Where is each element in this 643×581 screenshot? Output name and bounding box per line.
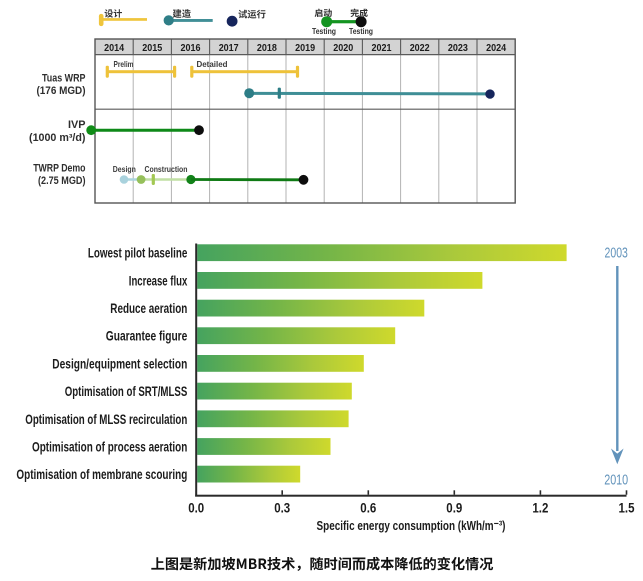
svg-text:Design/equipment selection: Design/equipment selection xyxy=(52,355,187,371)
svg-text:1.2: 1.2 xyxy=(532,500,548,516)
svg-text:Reduce aeration: Reduce aeration xyxy=(110,300,187,316)
svg-text:(2.75 MGD): (2.75 MGD) xyxy=(38,175,86,187)
svg-text:IVP: IVP xyxy=(68,119,86,131)
svg-text:0.3: 0.3 xyxy=(274,500,290,516)
svg-text:Prelim: Prelim xyxy=(114,59,134,69)
svg-text:2015: 2015 xyxy=(142,43,162,54)
svg-text:Optimisation of process aerati: Optimisation of process aeration xyxy=(32,439,187,455)
svg-text:Testing: Testing xyxy=(312,26,336,36)
svg-text:Optimisation of SRT/MLSS: Optimisation of SRT/MLSS xyxy=(65,383,188,399)
svg-text:2022: 2022 xyxy=(410,43,430,54)
svg-text:0.6: 0.6 xyxy=(360,500,376,516)
svg-text:Testing: Testing xyxy=(349,26,373,36)
svg-text:2019: 2019 xyxy=(295,43,315,54)
svg-text:2003: 2003 xyxy=(605,246,628,262)
svg-text:2017: 2017 xyxy=(219,43,239,54)
svg-text:2020: 2020 xyxy=(333,43,353,54)
svg-text:Increase flux: Increase flux xyxy=(129,272,188,288)
svg-text:Lowest pilot baseline: Lowest pilot baseline xyxy=(88,245,188,261)
svg-text:0.9: 0.9 xyxy=(446,500,462,516)
svg-text:2023: 2023 xyxy=(448,43,468,54)
svg-text:Specific energy consumption (k: Specific energy consumption (kWh/m⁻³) xyxy=(317,518,506,533)
svg-text:Optimisation of membrane scour: Optimisation of membrane scouring xyxy=(16,466,187,482)
svg-text:TWRP Demo: TWRP Demo xyxy=(33,163,86,175)
svg-text:2024: 2024 xyxy=(486,43,506,54)
svg-text:Tuas WRP: Tuas WRP xyxy=(42,72,86,84)
svg-text:(176 MGD): (176 MGD) xyxy=(37,85,86,97)
svg-text:0.0: 0.0 xyxy=(188,500,204,516)
svg-text:Construction: Construction xyxy=(145,164,188,174)
svg-text:2010: 2010 xyxy=(604,472,628,488)
svg-text:2014: 2014 xyxy=(104,43,124,54)
svg-text:2016: 2016 xyxy=(181,43,201,54)
svg-text:(1000 m³/d): (1000 m³/d) xyxy=(29,132,86,144)
svg-text:2018: 2018 xyxy=(257,43,277,54)
svg-text:Optimisation of MLSS recircula: Optimisation of MLSS recirculation xyxy=(25,411,187,427)
svg-text:2021: 2021 xyxy=(372,43,392,54)
svg-text:1.5: 1.5 xyxy=(619,500,635,516)
svg-text:Guarantee figure: Guarantee figure xyxy=(106,328,188,344)
svg-text:Design: Design xyxy=(113,164,136,174)
svg-text:Detailed: Detailed xyxy=(197,59,228,69)
